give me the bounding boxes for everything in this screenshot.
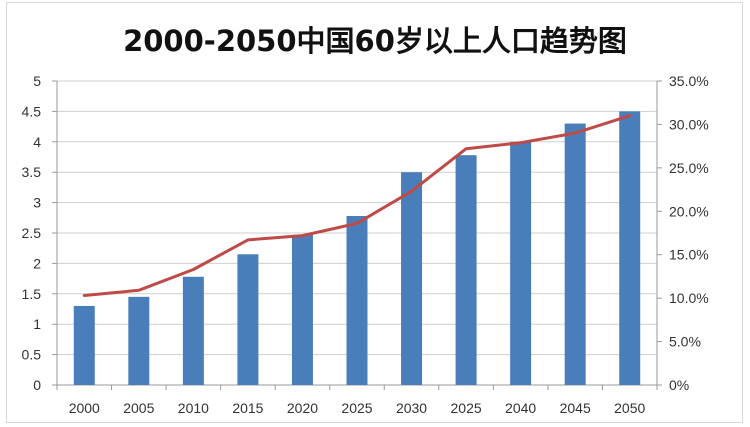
y-left-tick-label: 3	[33, 195, 41, 211]
y-right-tick-label: 15.0%	[669, 247, 709, 263]
bar	[401, 172, 423, 385]
y-right-tick-label: 25.0%	[669, 160, 709, 176]
y-right-tick-label: 35.0%	[669, 73, 709, 89]
x-tick-label: 2050	[614, 400, 645, 416]
y-right-tick-label: 0%	[669, 377, 689, 393]
y-right-tick-label: 10.0%	[669, 290, 709, 306]
x-tick-label: 2045	[560, 400, 591, 416]
y-left-tick-label: 0.5	[22, 347, 42, 363]
bar	[237, 254, 259, 385]
x-tick-label: 2025	[341, 400, 372, 416]
x-tick-label: 2005	[123, 400, 154, 416]
y-right-tick-label: 20.0%	[669, 203, 709, 219]
bar	[128, 296, 150, 385]
y-left-tick-label: 3.5	[22, 164, 42, 180]
bar	[455, 155, 477, 385]
chart-title: 2000-2050中国60岁以上人口趋势图	[123, 24, 627, 58]
x-tick-label: 2030	[396, 400, 427, 416]
y-left-tick-label: 2.5	[22, 225, 42, 241]
bar	[73, 305, 95, 385]
y-left-tick-label: 4.5	[22, 103, 42, 119]
y-left-tick-label: 4	[33, 134, 41, 150]
bar	[291, 234, 313, 385]
bar	[346, 215, 368, 385]
x-tick-label: 2010	[178, 400, 209, 416]
y-right-tick-label: 30.0%	[669, 116, 709, 132]
x-tick-label: 2025	[451, 400, 482, 416]
x-tick-label: 2020	[287, 400, 318, 416]
x-tick-label: 2015	[232, 400, 263, 416]
y-left-tick-label: 2	[33, 255, 41, 271]
bar	[619, 111, 641, 386]
line-series-share	[82, 114, 632, 297]
y-left-tick-label: 1.5	[22, 286, 42, 302]
bar	[564, 123, 586, 385]
y-left-tick-label: 5	[33, 73, 41, 89]
y-left-tick-label: 1	[33, 316, 41, 332]
bar	[510, 141, 532, 385]
y-left-tick-label: 0	[33, 377, 41, 393]
x-tick-label: 2040	[505, 400, 536, 416]
bar	[182, 276, 204, 385]
x-tick-label: 2000	[69, 400, 100, 416]
y-right-tick-label: 5.0%	[669, 334, 701, 350]
